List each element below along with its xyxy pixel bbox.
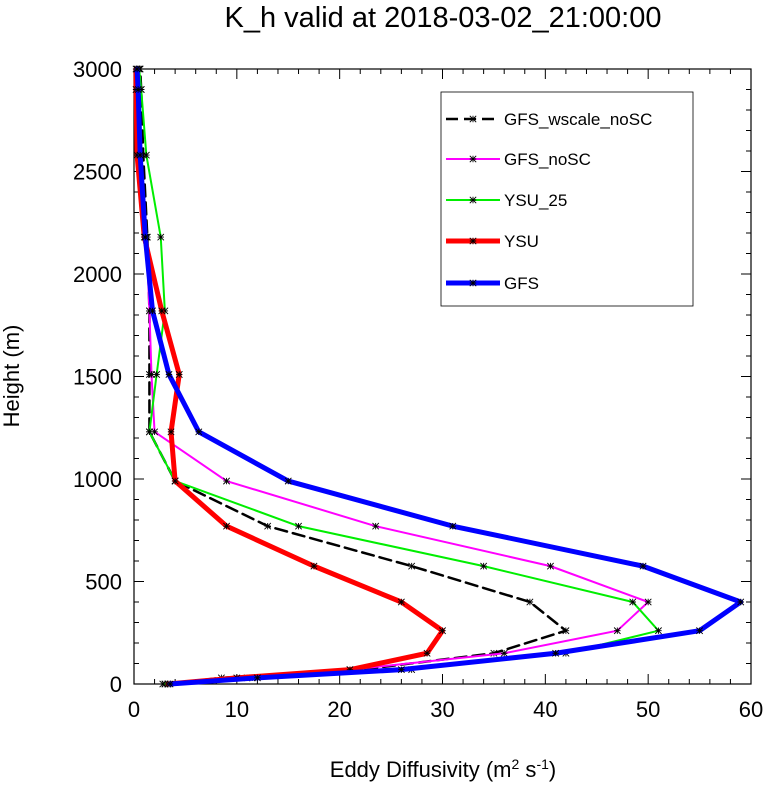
series-point-gfs-marker <box>141 233 149 241</box>
series-point-ysu-25-marker <box>145 428 153 436</box>
series-point-gfs-marker <box>639 562 647 570</box>
series-point-gfs-marker <box>552 649 560 657</box>
series-point-ysu-25-marker <box>159 680 167 688</box>
series-layer <box>132 65 745 688</box>
x-axis-label-mid: s <box>519 757 536 782</box>
y-tick-label: 500 <box>85 570 122 595</box>
series-point-ysu-marker <box>423 649 431 657</box>
legend-label-ysu: YSU <box>504 232 539 251</box>
legend-marker-gfs-marker <box>469 279 477 287</box>
series-point-ysu-25-marker <box>654 627 662 635</box>
series-point-gfs-marker <box>165 370 173 378</box>
series-point-ysu-marker <box>397 598 405 606</box>
x-tick-label: 30 <box>430 697 454 722</box>
x-tick-label: 0 <box>128 697 140 722</box>
legend-marker-ysu-25-marker <box>469 196 477 204</box>
x-axis-label-main: Eddy Diffusivity (m <box>330 757 512 782</box>
series-point-ysu-25-marker <box>480 562 488 570</box>
series-point-gfs-marker <box>253 674 261 682</box>
series-point-gfs-nosc-marker <box>546 562 554 570</box>
x-tick-label: 20 <box>327 697 351 722</box>
legend-marker-gfs-wscale-nosc-marker <box>469 115 477 123</box>
series-ysu <box>132 65 447 688</box>
y-tick-label: 3000 <box>73 57 122 82</box>
series-point-ysu-25-marker <box>142 151 150 159</box>
y-tick-label: 1000 <box>73 467 122 492</box>
series-point-ysu-marker <box>438 627 447 635</box>
series-point-ysu-marker <box>167 428 175 436</box>
x-tick-label: 60 <box>739 697 763 722</box>
legend-label-gfs-wscale-nosc: GFS_wscale_noSC <box>504 110 652 129</box>
y-tick-label: 2000 <box>73 262 122 287</box>
y-tick-label: 1500 <box>73 365 122 390</box>
series-point-gfs-wscale-nosc-marker <box>526 598 534 606</box>
x-axis-label-end: ) <box>549 757 556 782</box>
series-point-gfs-nosc-marker <box>147 370 156 378</box>
series-point-ysu-25-marker <box>153 370 161 378</box>
series-gfs <box>133 65 745 688</box>
x-tick-label: 10 <box>225 697 249 722</box>
legend: GFS_wscale_noSC GFS_noSC YSU_25 YSU GFS <box>440 91 694 307</box>
y-axis-label: Height (m) <box>0 325 24 428</box>
series-point-ysu-marker <box>175 370 183 378</box>
series-point-gfs-nosc-marker <box>372 522 380 530</box>
legend-marker-ysu-marker <box>469 237 477 245</box>
x-axis-label-sup-2: -1 <box>536 756 549 772</box>
series-point-ysu-marker <box>223 522 231 530</box>
series-point-ysu-25-marker <box>295 522 303 530</box>
x-axis-label: Eddy Diffusivity (m2 s-1) <box>330 756 556 782</box>
legend-label-gfs-nosc: GFS_noSC <box>504 150 591 169</box>
series-line-ysu <box>133 66 445 687</box>
series-point-gfs-marker <box>737 598 745 606</box>
series-point-ysu-25-marker <box>629 598 637 606</box>
series-point-gfs-marker <box>136 151 144 159</box>
series-point-ysu-marker <box>310 562 318 570</box>
series-point-gfs-wscale-nosc-marker <box>562 627 570 635</box>
x-tick-label: 50 <box>636 697 660 722</box>
legend-marker-gfs-nosc-marker <box>469 155 477 163</box>
series-line-gfs <box>134 66 744 687</box>
series-point-gfs-marker <box>166 680 174 688</box>
series-point-gfs-marker <box>133 65 141 73</box>
series-point-gfs-nosc-marker <box>644 598 652 606</box>
series-point-ysu-marker <box>346 666 354 674</box>
series-point-gfs-marker <box>696 627 704 635</box>
series-point-ysu-marker <box>171 477 179 485</box>
series-point-gfs-marker <box>397 666 405 674</box>
x-tick-label: 40 <box>533 697 557 722</box>
series-point-ysu-marker <box>158 307 166 315</box>
legend-label-ysu-25: YSU_25 <box>504 191 567 210</box>
series-point-gfs-marker <box>134 85 142 94</box>
series-point-gfs-wscale-nosc-marker <box>264 522 272 530</box>
series-point-gfs-nosc-marker <box>613 627 621 635</box>
series-point-gfs-marker <box>148 307 157 315</box>
y-tick-label: 2500 <box>73 160 122 185</box>
series-point-gfs-nosc-marker <box>500 649 508 657</box>
series-point-gfs-marker <box>195 428 203 436</box>
series-point-gfs-marker <box>284 477 292 485</box>
series-point-gfs-nosc-marker <box>151 428 159 436</box>
series-point-gfs-wscale-nosc-marker <box>408 562 416 570</box>
y-tick-label: 0 <box>110 672 122 697</box>
x-axis-label-sup-1: 2 <box>512 756 520 772</box>
series-point-ysu-25-marker <box>157 233 165 241</box>
series-point-gfs-nosc-marker <box>223 477 231 485</box>
legend-label-gfs: GFS <box>504 274 539 293</box>
series-point-gfs-wscale-nosc-marker <box>490 649 498 657</box>
chart-title: K_h valid at 2018-03-02_21:00:00 <box>225 2 662 34</box>
series-point-gfs-marker <box>449 522 457 530</box>
